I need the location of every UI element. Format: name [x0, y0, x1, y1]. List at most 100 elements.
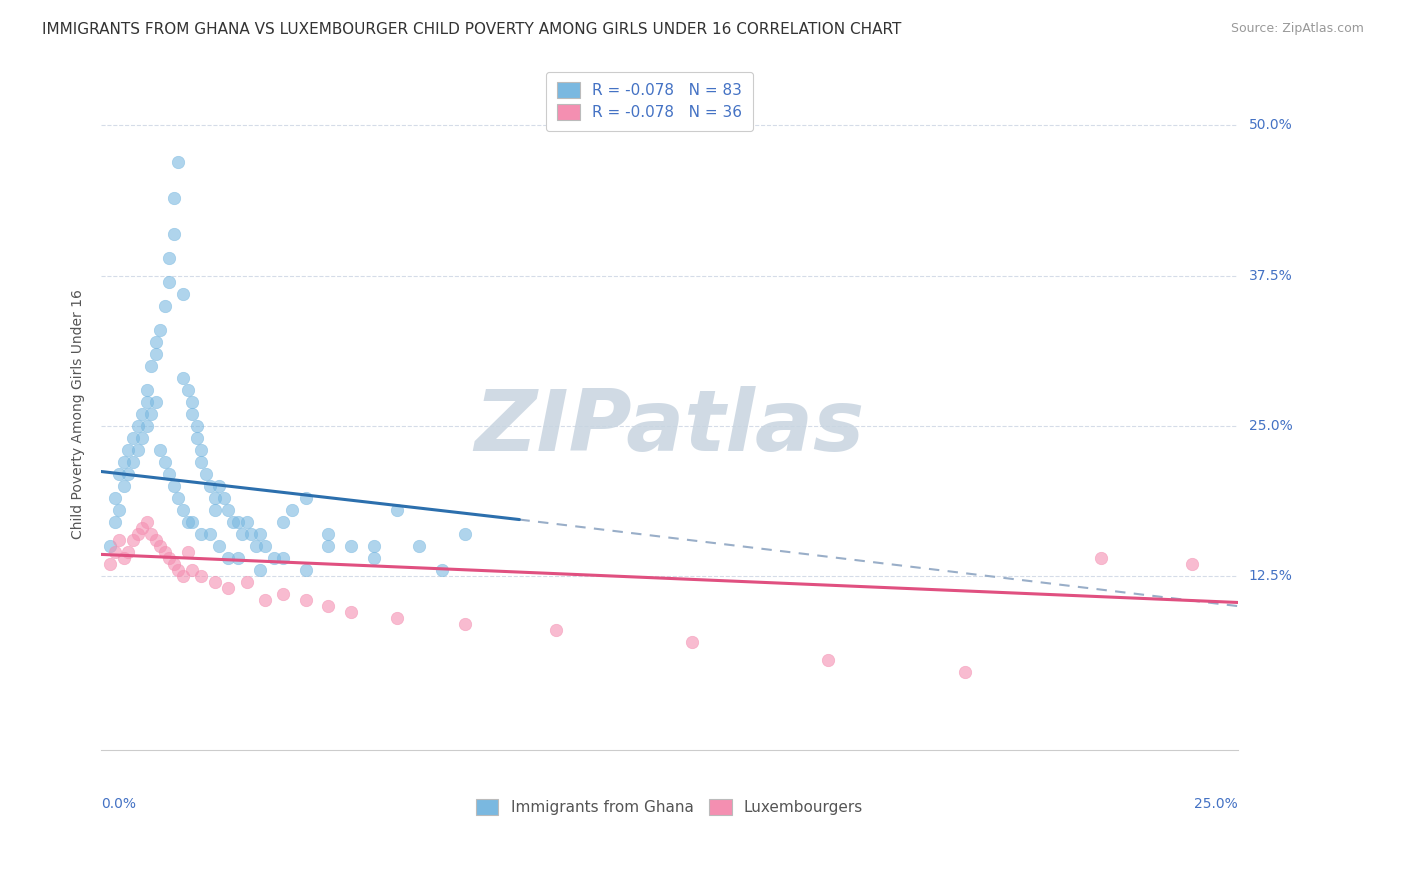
Point — [131, 407, 153, 421]
Point — [208, 479, 231, 493]
Point — [145, 394, 167, 409]
Point — [127, 527, 149, 541]
Point — [153, 455, 176, 469]
Point — [240, 527, 263, 541]
Point — [294, 593, 316, 607]
Point — [172, 569, 194, 583]
Point — [112, 455, 135, 469]
Point — [122, 431, 145, 445]
Point — [167, 491, 190, 505]
Point — [430, 563, 453, 577]
Point — [141, 359, 163, 373]
Point — [245, 539, 267, 553]
Point — [167, 563, 190, 577]
Point — [318, 527, 340, 541]
Point — [131, 521, 153, 535]
Point — [98, 539, 121, 553]
Point — [127, 418, 149, 433]
Point — [281, 503, 304, 517]
Point — [226, 551, 249, 566]
Point — [294, 563, 316, 577]
Text: 50.0%: 50.0% — [1249, 119, 1292, 133]
Point — [172, 286, 194, 301]
Point — [204, 503, 226, 517]
Point — [149, 539, 172, 553]
Point — [117, 545, 139, 559]
Point — [127, 442, 149, 457]
Point — [249, 563, 271, 577]
Text: Source: ZipAtlas.com: Source: ZipAtlas.com — [1230, 22, 1364, 36]
Text: 12.5%: 12.5% — [1249, 569, 1292, 583]
Point — [186, 431, 208, 445]
Point — [363, 551, 385, 566]
Point — [117, 442, 139, 457]
Point — [145, 347, 167, 361]
Point — [122, 455, 145, 469]
Text: 0.0%: 0.0% — [101, 797, 136, 812]
Point — [200, 479, 222, 493]
Point — [953, 665, 976, 680]
Point — [208, 539, 231, 553]
Point — [122, 533, 145, 547]
Point — [104, 545, 127, 559]
Point — [186, 418, 208, 433]
Point — [157, 551, 180, 566]
Text: 37.5%: 37.5% — [1249, 268, 1292, 283]
Point — [385, 503, 408, 517]
Point — [176, 383, 198, 397]
Point — [135, 394, 157, 409]
Point — [235, 515, 257, 529]
Point — [231, 527, 253, 541]
Point — [408, 539, 430, 553]
Point — [190, 455, 212, 469]
Point — [454, 527, 477, 541]
Point — [176, 515, 198, 529]
Point — [271, 587, 294, 601]
Point — [340, 605, 363, 619]
Text: IMMIGRANTS FROM GHANA VS LUXEMBOURGER CHILD POVERTY AMONG GIRLS UNDER 16 CORRELA: IMMIGRANTS FROM GHANA VS LUXEMBOURGER CH… — [42, 22, 901, 37]
Point — [112, 479, 135, 493]
Point — [454, 617, 477, 632]
Point — [271, 515, 294, 529]
Point — [131, 431, 153, 445]
Point — [181, 394, 204, 409]
Point — [294, 491, 316, 505]
Point — [817, 653, 839, 667]
Point — [157, 467, 180, 481]
Point — [104, 491, 127, 505]
Point — [135, 515, 157, 529]
Point — [363, 539, 385, 553]
Point — [190, 569, 212, 583]
Point — [340, 539, 363, 553]
Legend: Immigrants from Ghana, Luxembourgers: Immigrants from Ghana, Luxembourgers — [468, 791, 870, 822]
Point — [226, 515, 249, 529]
Point — [190, 527, 212, 541]
Text: 25.0%: 25.0% — [1194, 797, 1237, 812]
Point — [153, 299, 176, 313]
Point — [104, 515, 127, 529]
Point — [157, 275, 180, 289]
Point — [200, 527, 222, 541]
Point — [235, 575, 257, 590]
Point — [544, 623, 567, 637]
Point — [172, 503, 194, 517]
Point — [190, 442, 212, 457]
Point — [145, 533, 167, 547]
Point — [181, 407, 204, 421]
Point — [167, 154, 190, 169]
Point — [212, 491, 235, 505]
Point — [385, 611, 408, 625]
Point — [218, 503, 240, 517]
Y-axis label: Child Poverty Among Girls Under 16: Child Poverty Among Girls Under 16 — [72, 289, 86, 539]
Point — [149, 442, 172, 457]
Point — [253, 539, 276, 553]
Point — [157, 251, 180, 265]
Point — [163, 227, 186, 241]
Point — [112, 551, 135, 566]
Point — [181, 515, 204, 529]
Point — [98, 557, 121, 571]
Point — [318, 599, 340, 613]
Point — [271, 551, 294, 566]
Point — [218, 551, 240, 566]
Point — [176, 545, 198, 559]
